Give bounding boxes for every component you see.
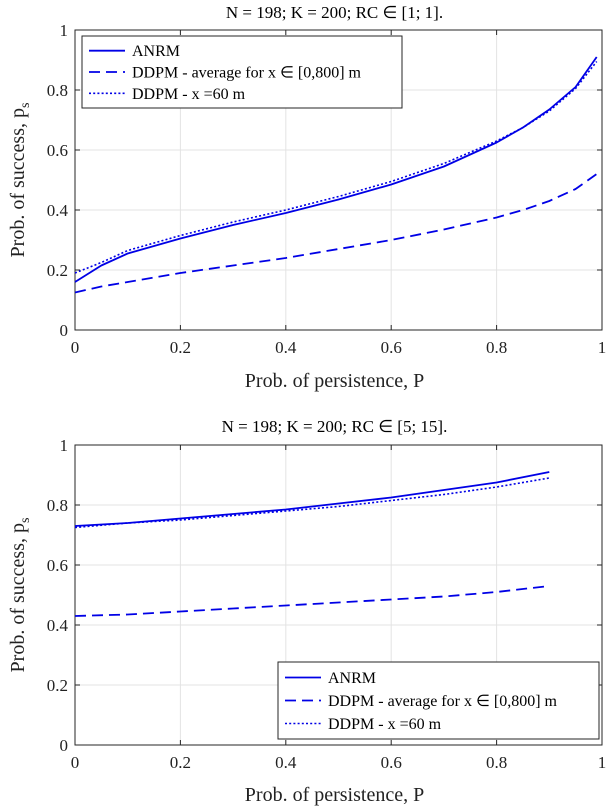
x-tick-label: 1: [598, 338, 606, 357]
x-tick-label: 0: [71, 338, 80, 357]
legend-entry: ANRM: [132, 43, 180, 60]
legend-entry: DDPM - x =60 m: [328, 716, 442, 733]
axes-box: [74, 29, 603, 331]
series-line-1: [74, 56, 598, 283]
y-axis-label-subscript: s: [18, 518, 33, 523]
series-line-1: [74, 471, 550, 527]
y-tick-label: 0.8: [47, 81, 68, 100]
x-tick-label: 0.2: [170, 338, 191, 357]
x-axis-label: Prob. of persistence, P: [245, 370, 424, 392]
chart-2: 0 0.2 0.4 0.6 0.8 1 0 0.2 0.4 0.6 0.8 1 N = 198; K =…: [7, 417, 606, 806]
y-tick-label: 0: [60, 736, 69, 755]
y-tick-label: 0.6: [47, 141, 68, 160]
x-tick-label: 0.6: [381, 753, 402, 772]
y-tick-label: 0.2: [47, 676, 68, 695]
x-tick-label: 0.6: [381, 338, 402, 357]
legend: ANRM DDPM - average for x ∈ [0,800] m DDPM…: [81, 35, 403, 109]
legend-entry: DDPM - x =60 m: [132, 86, 246, 103]
legend-entry: DDPM - average for x ∈ [0,800] m: [132, 65, 362, 82]
x-tick-label: 0.8: [486, 753, 507, 772]
y-tick-label: 0.2: [47, 261, 68, 280]
legend-box: [81, 35, 403, 109]
x-tick-label: 0.8: [486, 338, 507, 357]
x-tick-label: 0.2: [170, 753, 191, 772]
legend-entry: ANRM: [328, 670, 376, 687]
y-axis-label: Prob. of success, ps: [7, 103, 33, 258]
chart-title: N = 198; K = 200; RC ∈ [1; 1].: [226, 3, 443, 22]
y-tick-label: 0.4: [47, 201, 69, 220]
chart-1: 0 0.2 0.4 0.6 0.8 1 0 0.2 0.4 0.6 0.8 1 N = 198; K =…: [7, 3, 606, 392]
y-tick-label: 1: [60, 21, 69, 40]
chart-title: N = 198; K = 200; RC ∈ [5; 15].: [222, 417, 448, 436]
axes-box: [74, 444, 603, 746]
legend-box: [277, 661, 600, 740]
series-line-2: [74, 173, 598, 294]
y-tick-label: 1: [60, 436, 69, 455]
x-tick-label: 0.4: [275, 753, 297, 772]
y-axis-label-main: Prob. of success, p: [7, 108, 29, 257]
series-line-2: [74, 585, 550, 617]
y-axis-label-main: Prob. of success, p: [7, 523, 29, 672]
legend-entry: DDPM - average for x ∈ [0,800] m: [328, 693, 558, 710]
y-axis-label-subscript: s: [18, 103, 33, 108]
legend: ANRM DDPM - average for x ∈ [0,800] m DDPM…: [277, 661, 600, 740]
x-axis-label: Prob. of persistence, P: [245, 784, 424, 806]
x-tick-label: 0: [71, 753, 80, 772]
x-tick-label: 1: [598, 753, 606, 772]
y-tick-label: 0.8: [47, 496, 68, 515]
x-tick-label: 0.4: [275, 338, 297, 357]
y-tick-label: 0.4: [47, 616, 69, 635]
y-tick-label: 0: [60, 321, 69, 340]
y-axis-label: Prob. of success, ps: [7, 518, 33, 673]
y-tick-label: 0.6: [47, 556, 68, 575]
